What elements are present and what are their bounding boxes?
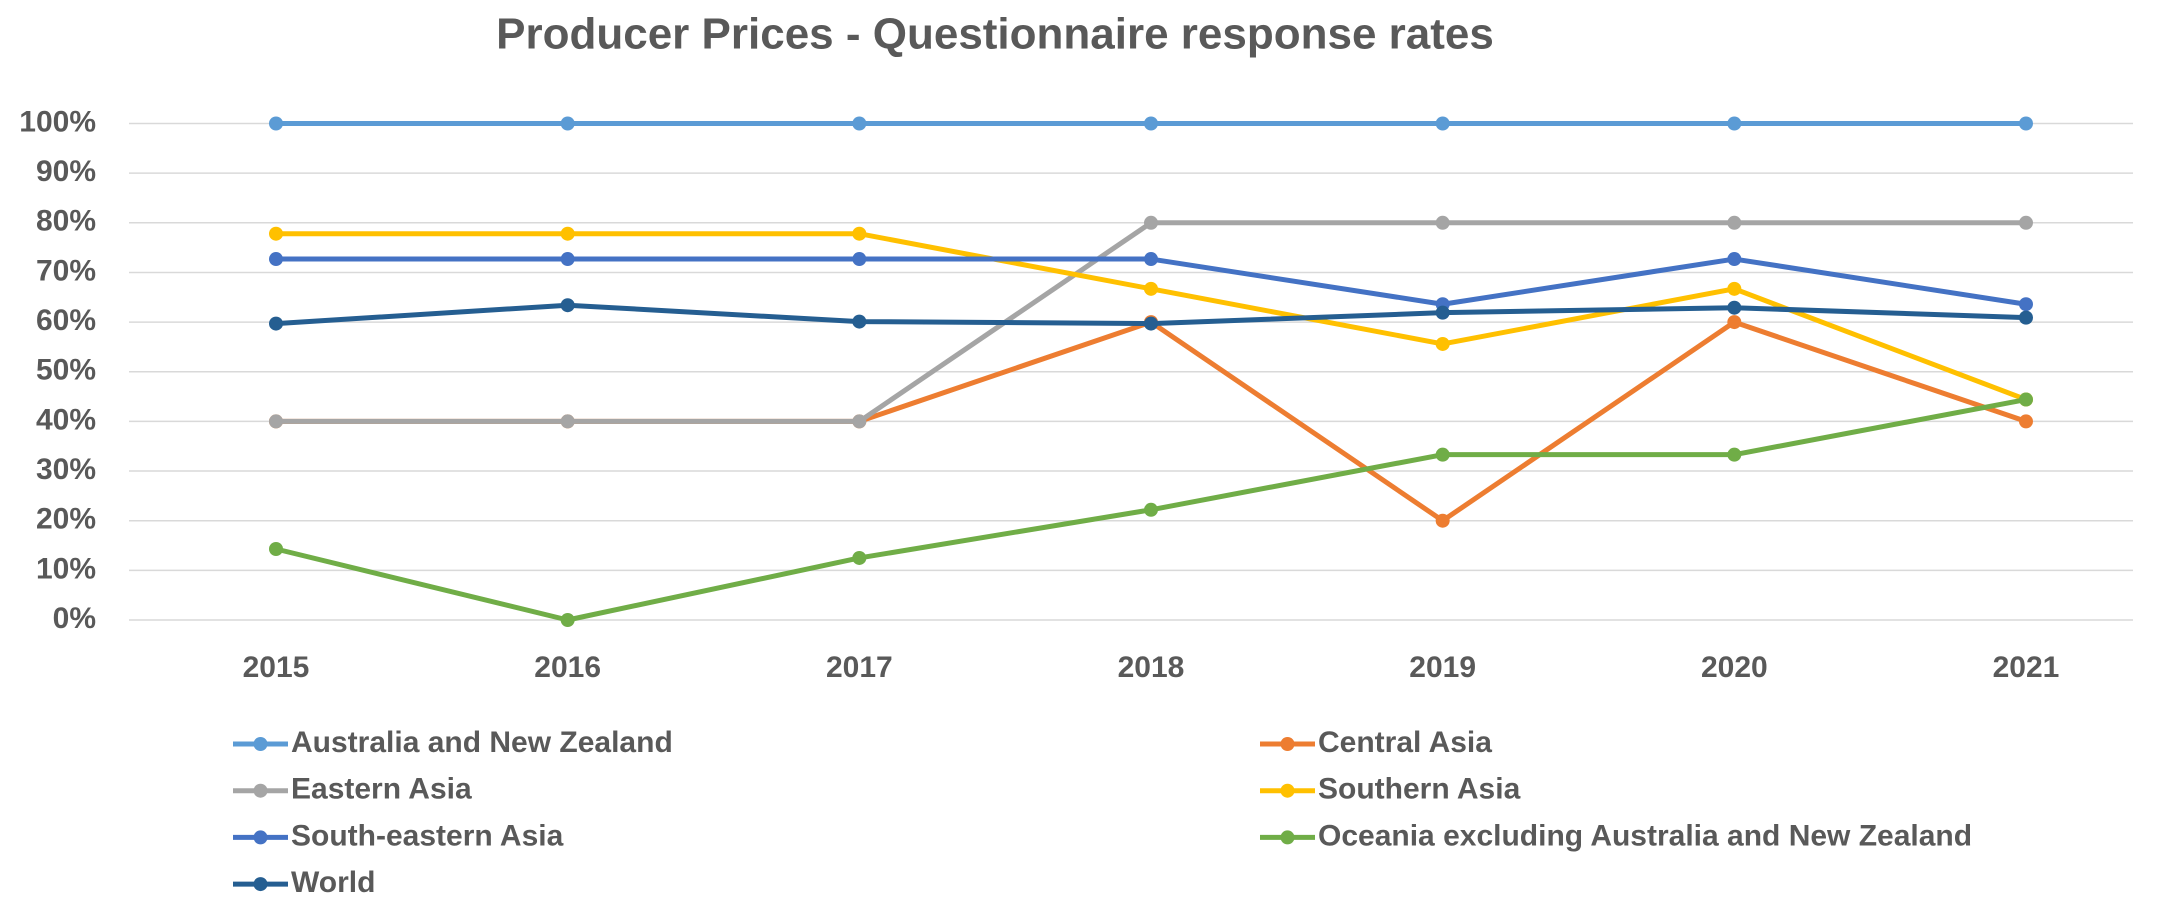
legend-marker <box>253 737 268 751</box>
point <box>269 316 283 331</box>
legend-label: Australia and New Zealand <box>291 726 673 759</box>
point <box>2019 392 2033 407</box>
x-tick-label: 2017 <box>826 651 893 684</box>
y-tick-label: 70% <box>36 254 96 287</box>
point <box>1435 116 1450 131</box>
point <box>560 298 575 313</box>
point <box>852 414 867 429</box>
point <box>1435 447 1450 462</box>
point <box>1727 215 1742 230</box>
legend-marker <box>253 783 268 798</box>
legend-label: Eastern Asia <box>291 773 472 806</box>
point <box>1727 315 1742 330</box>
point <box>2019 310 2033 325</box>
point <box>560 414 575 429</box>
point <box>269 542 283 557</box>
legend-marker <box>253 877 268 892</box>
point <box>1727 447 1742 462</box>
y-tick-label: 30% <box>36 453 96 486</box>
point <box>852 252 867 267</box>
x-tick-label: 2021 <box>1993 651 2060 684</box>
point <box>852 314 867 329</box>
point <box>852 226 867 241</box>
point <box>852 550 867 565</box>
point <box>1144 316 1158 331</box>
point <box>1727 300 1742 315</box>
legend-label: South-eastern Asia <box>291 819 564 852</box>
chart-title: Producer Prices - Questionnaire response… <box>496 10 1494 59</box>
legend-label: Central Asia <box>1318 726 1492 759</box>
point <box>1144 281 1158 296</box>
point <box>1435 215 1450 230</box>
point <box>1144 215 1158 230</box>
point <box>1727 281 1742 296</box>
point <box>1144 502 1158 517</box>
point <box>269 252 283 267</box>
x-tick-label: 2016 <box>534 651 601 684</box>
x-tick-label: 2020 <box>1701 651 1768 684</box>
point <box>852 116 867 131</box>
x-tick-label: 2019 <box>1409 651 1476 684</box>
point <box>1144 252 1158 267</box>
legend-label: World <box>291 866 375 899</box>
point <box>1435 336 1450 351</box>
point <box>2019 414 2033 429</box>
point <box>560 613 575 627</box>
legend-label: Southern Asia <box>1318 773 1521 806</box>
legend-marker <box>1280 783 1295 798</box>
point <box>1435 305 1450 320</box>
point <box>1727 252 1742 267</box>
y-tick-label: 80% <box>36 205 96 238</box>
point <box>2019 297 2033 312</box>
point <box>560 116 575 131</box>
y-tick-label: 60% <box>36 304 96 337</box>
point <box>1144 116 1158 131</box>
legend-marker <box>1280 737 1295 751</box>
point <box>269 226 283 241</box>
legend-label: Oceania excluding Australia and New Zeal… <box>1318 819 1972 852</box>
y-tick-label: 40% <box>36 403 96 436</box>
x-tick-label: 2015 <box>243 651 310 684</box>
y-tick-label: 20% <box>36 503 96 536</box>
legend-marker <box>253 830 268 845</box>
point <box>560 252 575 267</box>
x-tick-label: 2018 <box>1118 651 1185 684</box>
legend-marker <box>1280 830 1295 845</box>
y-tick-label: 10% <box>36 552 96 585</box>
point <box>2019 215 2033 230</box>
point <box>2019 116 2033 131</box>
point <box>269 414 283 429</box>
point <box>1435 513 1450 528</box>
point <box>1727 116 1742 131</box>
y-tick-label: 50% <box>36 354 96 387</box>
point <box>560 226 575 241</box>
y-tick-label: 100% <box>19 105 96 138</box>
y-tick-label: 0% <box>53 602 96 635</box>
y-tick-label: 90% <box>36 155 96 188</box>
point <box>269 116 283 131</box>
